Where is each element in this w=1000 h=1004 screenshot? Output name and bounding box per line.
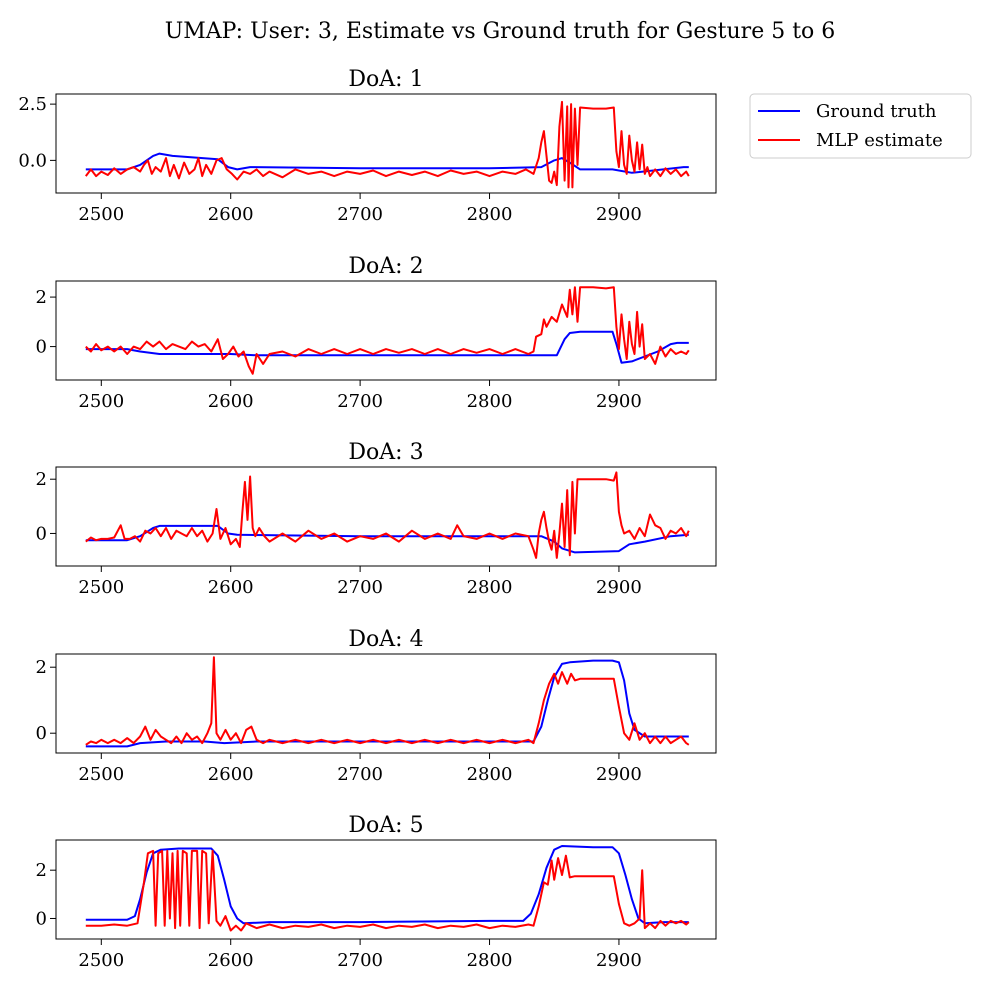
x-tick-label: 2500 (78, 391, 124, 412)
series-line-mlp-estimate (85, 849, 690, 932)
x-tick-label: 2500 (78, 950, 124, 971)
x-tick-label: 2600 (208, 391, 254, 412)
legend-frame (749, 93, 972, 159)
series-line-mlp-estimate (85, 286, 690, 375)
series-line-mlp-estimate (85, 471, 690, 559)
subplot-doa-5: DoA: 5 2500 2600 2700 2800 2900 0 2 (36, 813, 717, 971)
x-tick-label: 2800 (467, 204, 513, 225)
series-line-mlp-estimate (85, 656, 690, 746)
subplot-title: DoA: 2 (348, 254, 423, 279)
x-tick-label: 2600 (208, 204, 254, 225)
figure-suptitle: UMAP: User: 3, Estimate vs Ground truth … (165, 19, 836, 44)
y-tick-label: 0 (36, 908, 47, 929)
y-tick-label: 2.5 (18, 94, 47, 115)
series-line-ground-truth (85, 845, 689, 925)
subplot-doa-4: DoA: 4 2500 2600 2700 2800 2900 0 2 (36, 627, 717, 785)
x-tick-label: 2700 (337, 391, 383, 412)
x-tick-label: 2700 (337, 577, 383, 598)
axes-frame (55, 839, 717, 940)
x-tick-label: 2500 (78, 577, 124, 598)
subplot-title: DoA: 1 (348, 67, 423, 92)
x-tick-label: 2900 (596, 391, 642, 412)
subplot-title: DoA: 4 (348, 627, 423, 652)
x-tick-label: 2800 (467, 391, 513, 412)
x-tick-label: 2800 (467, 577, 513, 598)
x-tick-label: 2700 (337, 204, 383, 225)
x-tick-label: 2900 (596, 764, 642, 785)
x-tick-label: 2900 (596, 577, 642, 598)
x-tick-label: 2500 (78, 764, 124, 785)
subplots: DoA: 1 2500 2600 2700 2800 2900 0.0 2.5 DoA: 2 25… (18, 67, 717, 971)
series-line-mlp-estimate (85, 100, 690, 189)
x-tick-label: 2700 (337, 764, 383, 785)
x-tick-label: 2600 (208, 764, 254, 785)
x-tick-label: 2800 (467, 950, 513, 971)
y-tick-label: 0 (36, 723, 47, 744)
x-tick-label: 2900 (596, 204, 642, 225)
y-tick-label: 0 (36, 523, 47, 544)
legend-label: Ground truth (816, 101, 937, 122)
x-tick-label: 2700 (337, 950, 383, 971)
x-tick-label: 2600 (208, 577, 254, 598)
y-tick-label: 2 (36, 860, 47, 881)
subplot-title: DoA: 3 (348, 440, 423, 465)
y-tick-label: 0.0 (18, 150, 47, 171)
x-tick-label: 2800 (467, 764, 513, 785)
subplot-title: DoA: 5 (348, 813, 423, 838)
series-line-ground-truth (85, 152, 689, 174)
series-line-ground-truth (85, 524, 689, 554)
subplot-doa-2: DoA: 2 2500 2600 2700 2800 2900 0 2 (36, 254, 717, 412)
axes-frame (55, 653, 717, 754)
axes-frame (55, 280, 717, 381)
axes-frame (55, 93, 717, 194)
x-tick-label: 2500 (78, 204, 124, 225)
y-tick-label: 2 (36, 657, 47, 678)
axes-frame (55, 466, 717, 567)
y-tick-label: 0 (36, 337, 47, 358)
x-tick-label: 2900 (596, 950, 642, 971)
y-tick-label: 2 (36, 287, 47, 308)
series-line-ground-truth (85, 659, 689, 748)
subplot-doa-1: DoA: 1 2500 2600 2700 2800 2900 0.0 2.5 (18, 67, 717, 225)
legend: Ground truth MLP estimate (749, 93, 972, 159)
legend-label: MLP estimate (816, 130, 943, 151)
subplot-doa-3: DoA: 3 2500 2600 2700 2800 2900 0 2 (36, 440, 717, 598)
x-tick-label: 2600 (208, 950, 254, 971)
y-tick-label: 2 (36, 469, 47, 490)
